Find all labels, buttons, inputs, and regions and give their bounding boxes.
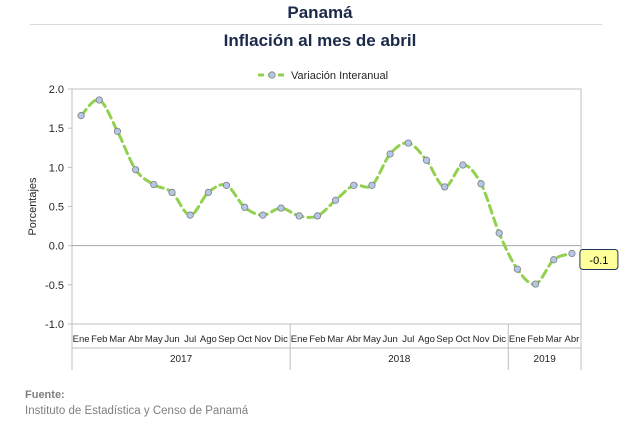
data-point <box>313 212 322 220</box>
data-point <box>568 249 576 258</box>
data-point <box>95 96 103 104</box>
data-point <box>295 212 303 220</box>
data-point <box>277 204 285 212</box>
x-tick-label-month: Sep <box>436 334 453 345</box>
x-tick-label-month: Sep <box>218 334 235 345</box>
x-tick-label-month: Oct <box>237 334 252 345</box>
x-tick-label-month: Jun <box>382 334 397 345</box>
data-point <box>350 181 358 189</box>
x-tick-label-month: Feb <box>91 334 107 345</box>
x-tick-label-month: Nov <box>254 334 271 345</box>
data-point <box>422 156 431 164</box>
x-tick-label-month: Mar <box>109 334 125 345</box>
data-point <box>241 203 249 211</box>
x-tick-label-month: Mar <box>327 334 343 345</box>
data-point <box>550 256 558 264</box>
x-tick-label-month: Jun <box>164 334 179 345</box>
x-tick-label-month: Dic <box>492 334 506 345</box>
data-point <box>331 196 340 204</box>
x-tick-label-month: Ene <box>291 334 308 345</box>
y-tick-label: 0.0 <box>49 241 64 253</box>
x-tick-label-month: Ene <box>509 334 526 345</box>
x-tick-label-month: Jul <box>184 334 196 345</box>
data-point <box>113 127 122 135</box>
x-tick-label-month: Nov <box>473 334 490 345</box>
x-tick-label-month: Abr <box>128 334 143 345</box>
x-tick-label-month: Abr <box>346 334 361 345</box>
data-point <box>168 188 176 196</box>
data-label: -0.1 <box>589 255 608 267</box>
legend-label: Variación Interanual <box>291 70 388 82</box>
x-tick-label-year: 2017 <box>170 354 193 365</box>
data-label-callout <box>579 249 619 270</box>
title-divider <box>30 24 602 25</box>
data-point <box>441 183 449 191</box>
data-point <box>132 166 140 174</box>
source-label: Fuente: <box>25 389 65 401</box>
source-text: Instituto de Estadística y Censo de Pana… <box>25 405 249 417</box>
legend-marker <box>268 71 276 79</box>
y-axis-title: Porcentajes <box>27 177 39 236</box>
data-point <box>368 181 376 189</box>
y-tick-label: 0.5 <box>49 202 64 214</box>
x-tick-label-month: Jul <box>402 334 414 345</box>
x-tick-label-month: Ene <box>73 334 90 345</box>
x-tick-label-month: Mar <box>546 334 562 345</box>
data-point <box>495 229 503 237</box>
data-point <box>459 161 467 169</box>
data-point <box>77 112 85 120</box>
series-line-variacion-interanual <box>79 98 574 286</box>
data-point <box>513 265 521 273</box>
data-point <box>386 150 394 158</box>
chart-country-title: Panamá <box>287 3 353 22</box>
x-tick-label-year: 2018 <box>388 354 411 365</box>
x-tick-label-month: Feb <box>527 334 543 345</box>
y-tick-label: -1.0 <box>45 319 64 331</box>
data-point <box>150 180 158 189</box>
y-tick-label: 1.0 <box>49 162 64 174</box>
x-tick-label-month: Oct <box>455 334 470 345</box>
plot-area-border <box>71 88 582 325</box>
data-point <box>404 139 412 147</box>
data-point <box>531 280 540 288</box>
x-tick-label-month: May <box>363 334 381 345</box>
y-tick-label: 1.5 <box>49 123 64 135</box>
data-point <box>477 180 485 188</box>
x-tick-label-month: Feb <box>309 334 325 345</box>
x-tick-label-year: 2019 <box>534 354 557 365</box>
data-point <box>259 211 267 219</box>
data-point <box>186 211 194 219</box>
data-point <box>204 188 212 196</box>
x-tick-label-month: Dic <box>274 334 288 345</box>
data-point <box>222 181 231 189</box>
chart-title: Inflación al mes de abril <box>223 31 417 50</box>
x-tick-label-month: Ago <box>200 334 217 345</box>
y-tick-label: 2.0 <box>49 84 64 96</box>
x-tick-label-month: May <box>145 334 163 345</box>
x-tick-label-month: Abr <box>565 334 580 345</box>
x-tick-label-month: Ago <box>418 334 435 345</box>
y-tick-label: -0.5 <box>45 280 64 292</box>
